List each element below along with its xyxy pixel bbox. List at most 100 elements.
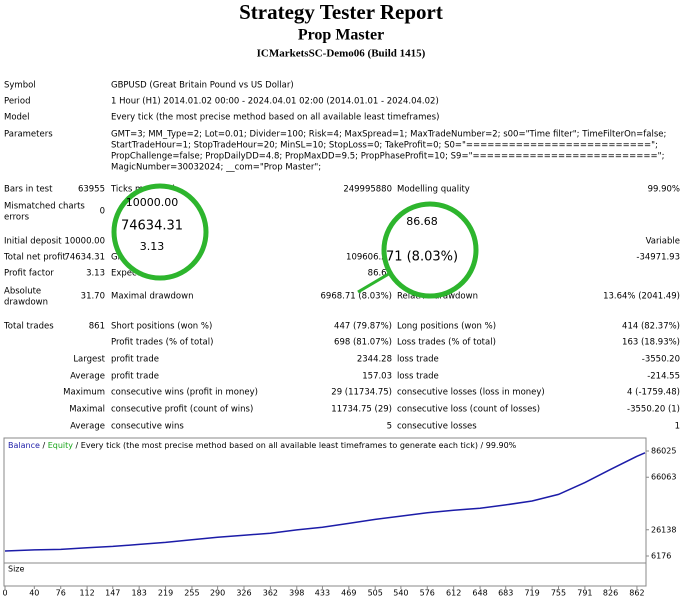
param-line: MagicNumber=30032024; __com="Prop Master…: [111, 163, 321, 173]
y-tick-label: 6176: [651, 552, 671, 561]
cell-value: 163 (18.93%): [622, 338, 680, 348]
x-tick-label: 255: [184, 589, 199, 598]
cell-value: -214.55: [647, 372, 680, 382]
cell-value: 5: [387, 422, 392, 432]
cell-value: 249995880: [343, 185, 392, 195]
x-tick-label: 791: [577, 589, 592, 598]
param-line: PropChallenge=false; PropDailyDD=4.8; Pr…: [111, 152, 664, 162]
x-tick-label: 862: [629, 589, 644, 598]
x-tick-label: 183: [132, 589, 147, 598]
cell-label: Symbol: [4, 81, 36, 91]
chart-frame: [3, 437, 647, 564]
x-tick-label: 326: [236, 589, 251, 598]
cell-label: Maximal drawdown: [111, 292, 193, 302]
cell-label: profit trade: [111, 372, 159, 382]
cell-value: -3550.20: [642, 355, 680, 365]
magnifier: [381, 201, 479, 299]
cell-label: Short positions (won %): [111, 322, 212, 332]
cell-value: 13.64% (2041.49): [603, 292, 680, 302]
cell-value: Largest: [73, 355, 105, 365]
cell-label: Model: [4, 113, 30, 123]
size-frame: [3, 562, 647, 587]
x-tick-label: 648: [472, 589, 487, 598]
magnified-text: 71 (8.03%): [386, 250, 458, 265]
x-tick-label: 398: [289, 589, 304, 598]
cell-label: Profit factor: [4, 269, 54, 279]
legend-item: / Every tick (the most precise method ba…: [76, 441, 517, 450]
cell-value: 6968.71 (8.03%): [321, 292, 393, 302]
cell-label: Total trades: [3, 322, 54, 332]
row-label: errors: [4, 213, 30, 223]
build: ICMarketsSC-Demo06 (Build 1415): [257, 48, 426, 60]
x-tick-label: 362: [263, 589, 278, 598]
cell-label: Total net profit: [3, 253, 66, 263]
cell-value: -34971.93: [636, 253, 680, 263]
cell-label: consecutive profit (count of wins): [111, 405, 253, 415]
cell-label: consecutive wins (profit in money): [111, 388, 258, 398]
cell-value: 698 (81.07%): [334, 338, 392, 348]
x-tick-label: 147: [105, 589, 120, 598]
x-tick-label: 576: [420, 589, 435, 598]
cell-label: Parameters: [4, 130, 53, 140]
cell-label: consecutive losses: [397, 422, 477, 432]
cell-label: consecutive wins: [111, 422, 184, 432]
cell-label: profit trade: [111, 355, 159, 365]
x-tick-label: 683: [498, 589, 513, 598]
cell-label: Profit trades (% of total): [111, 338, 213, 348]
subtitle: Prop Master: [298, 27, 384, 44]
y-tick-label: 86025: [651, 446, 676, 455]
y-tick-label: 66063: [651, 473, 676, 482]
cell-value: 31.70: [81, 292, 105, 302]
row-label: drawdown: [4, 298, 48, 308]
panel-label: Size: [8, 565, 25, 574]
cell-value: 2344.28: [357, 355, 392, 365]
title: Strategy Tester Report: [239, 0, 443, 24]
cell-value: 29 (11734.75): [331, 388, 392, 398]
legend-item: Equity: [48, 441, 74, 450]
x-tick-label: 0: [2, 589, 7, 598]
cell-value: Maximum: [63, 388, 105, 398]
x-tick-label: 469: [341, 589, 356, 598]
y-tick-label: 26138: [651, 525, 676, 534]
cell-value: 99.90%: [648, 185, 680, 195]
cell-value: 63955: [78, 185, 105, 195]
x-tick-label: 76: [56, 589, 66, 598]
cell-value: Variable: [646, 237, 680, 247]
cell-label: Initial deposit: [4, 237, 62, 247]
param-line: StartTradeHour=1; StopTradeHour=20; MinS…: [111, 141, 658, 151]
cell-value: 447 (79.87%): [334, 322, 392, 332]
magnifier: [111, 183, 209, 281]
cell-value: Average: [70, 372, 105, 382]
legend-item: Balance: [8, 441, 40, 450]
magnifier-pointer: [357, 270, 393, 294]
cell-value: 86.68: [368, 269, 392, 279]
cell-value: 157.03: [362, 372, 392, 382]
x-tick-label: 219: [158, 589, 173, 598]
x-tick-label: 719: [524, 589, 539, 598]
cell-value: 414 (82.37%): [622, 322, 680, 332]
x-tick-label: 40: [29, 589, 39, 598]
magnified-text: 74634.31: [121, 219, 183, 234]
cell-value: 0: [100, 207, 105, 217]
cell-value: 3.13: [86, 269, 105, 279]
balance-line: [4, 452, 646, 552]
cell-label: loss trade: [397, 355, 439, 365]
cell-label: Long positions (won %): [397, 322, 496, 332]
cell-value: 4 (-1759.48): [627, 388, 680, 398]
magnified-text: 3.13: [140, 240, 165, 253]
cell-value: 1: [675, 422, 680, 432]
cell-label: consecutive losses (loss in money): [397, 388, 545, 398]
row-label: Absolute: [4, 287, 41, 297]
cell-value: 861: [89, 322, 105, 332]
cell-label: Every tick (the most precise method base…: [111, 113, 439, 123]
cell-value: 11734.75 (29): [331, 405, 392, 415]
x-tick-label: 433: [315, 589, 330, 598]
cell-value: 109606.24: [346, 253, 392, 263]
cell-value: 74634.31: [64, 253, 105, 263]
magnified-text: 86.68: [406, 215, 438, 228]
x-tick-label: 612: [446, 589, 461, 598]
x-tick-label: 290: [210, 589, 225, 598]
x-tick-label: 505: [368, 589, 383, 598]
x-tick-label: 540: [393, 589, 408, 598]
